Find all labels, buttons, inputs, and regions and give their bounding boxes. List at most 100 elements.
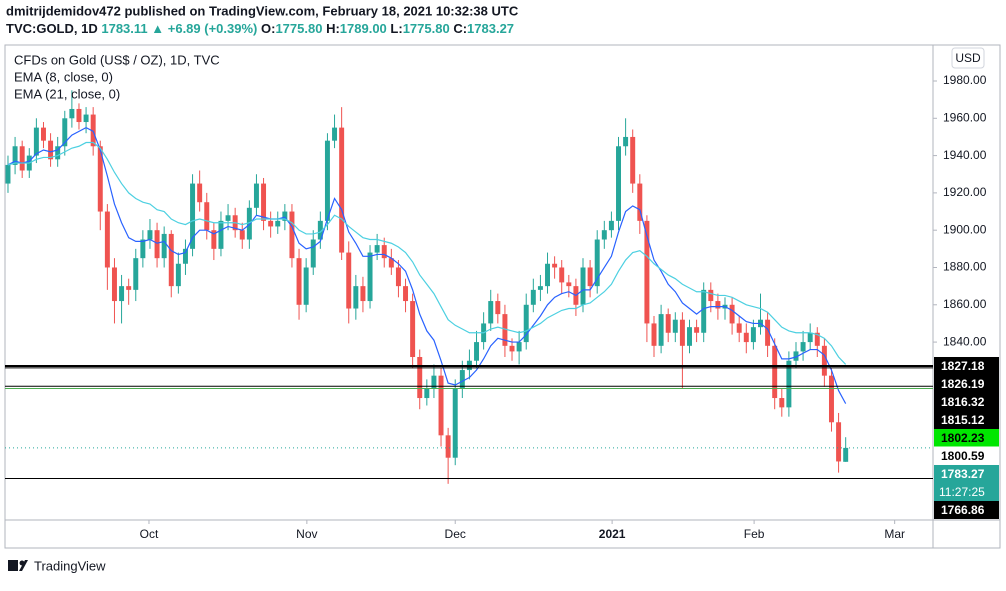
candle-body (33, 127, 39, 156)
candle-body (814, 332, 820, 346)
candle-body (651, 323, 657, 346)
candle-body (729, 304, 735, 324)
candle-body (253, 183, 259, 208)
candle-body (154, 230, 160, 259)
candle-body (445, 435, 451, 458)
candle-body (779, 398, 785, 408)
candle-body (431, 375, 437, 389)
candle-body (708, 289, 714, 302)
candle-body (410, 301, 416, 358)
brand: TradingView (34, 558, 106, 573)
candle-body (417, 357, 423, 399)
candle-body (275, 220, 281, 227)
price-label-bg (934, 374, 999, 393)
candle-body (765, 319, 771, 346)
x-tick-label: Oct (140, 527, 159, 541)
x-tick-label: Mar (884, 527, 905, 541)
price-label: 1827.18 (941, 359, 985, 373)
candle-body (133, 258, 139, 290)
candle-body (679, 319, 685, 346)
candle-body (488, 301, 494, 324)
candle-body (452, 388, 458, 458)
candle-body (69, 108, 75, 119)
plot (5, 90, 933, 484)
candle-body (715, 301, 721, 309)
currency-button[interactable] (951, 47, 985, 69)
price-label: 1802.23 (941, 431, 985, 445)
candle-body (12, 146, 18, 165)
candle-body (104, 211, 110, 268)
h-key: H: (326, 21, 340, 36)
candle-body (268, 220, 274, 227)
price-label-bg (934, 356, 999, 375)
candle-body (218, 220, 224, 249)
candle-body (530, 289, 536, 305)
y-tick-label: 1860.00 (943, 297, 987, 311)
candle-body (800, 342, 806, 352)
candle-body (694, 327, 700, 333)
candle-body (836, 422, 842, 462)
candle-body (495, 301, 501, 315)
candle-body (701, 289, 707, 333)
candle-body (353, 286, 359, 309)
candle-body (168, 233, 174, 287)
candle-body (736, 323, 742, 333)
candle-body (317, 220, 323, 240)
candle-body (5, 164, 11, 184)
publisher: dmitrijdemidov472 published on TradingVi… (6, 3, 519, 18)
candle-body (580, 267, 586, 305)
c-val: 1783.27 (467, 21, 514, 36)
countdown-bg (934, 482, 999, 501)
candle-body (594, 239, 600, 287)
candle-body (40, 127, 46, 141)
candle-body (403, 286, 409, 302)
ema-line (7, 141, 847, 365)
last: 1783.11 (101, 21, 147, 36)
candle-body (90, 114, 96, 147)
candle-body (197, 183, 203, 203)
candle-body (545, 263, 551, 287)
logo-mark (8, 560, 18, 571)
candle-body (786, 360, 792, 408)
candle-body (687, 327, 692, 346)
price-label: 1766.86 (941, 503, 985, 517)
candle-body (48, 140, 54, 160)
x-tick-label: 2021 (599, 527, 626, 541)
price-label: 1826.19 (941, 377, 985, 391)
price-label: 1783.27 (941, 467, 985, 481)
candle-body (750, 327, 756, 343)
price-label-bg (934, 392, 999, 411)
candle-body (239, 230, 245, 240)
y-tick-label: 1980.00 (943, 73, 987, 87)
logo (8, 560, 28, 571)
candle-body (161, 233, 167, 259)
currency[interactable]: USD (955, 51, 981, 65)
candle-body (828, 375, 834, 423)
candle-body (395, 267, 401, 287)
candle-body (182, 248, 188, 264)
candle-body (566, 282, 572, 287)
x-tick-label: Nov (296, 527, 317, 541)
countdown: 11:27:25 (939, 485, 985, 499)
candle-body (516, 342, 522, 352)
y-tick-label: 1940.00 (943, 148, 987, 162)
y-tick-label: 1920.00 (943, 185, 987, 199)
candle-body (537, 286, 543, 290)
candle-body (204, 202, 210, 231)
candle-body (388, 258, 394, 268)
price-label: 1815.12 (941, 413, 985, 427)
candle-body (502, 314, 508, 346)
candle-body (119, 286, 125, 302)
candle-body (324, 140, 330, 221)
o-val: 1775.80 (275, 21, 322, 36)
candle-body (843, 447, 849, 462)
logo-mark (19, 560, 28, 571)
candle-body (97, 146, 103, 212)
l-key: L: (390, 21, 402, 36)
pane-border (4, 44, 1001, 549)
candle-body (743, 332, 749, 343)
candle-body (424, 388, 430, 399)
ema-line (7, 126, 847, 404)
x-tick-label: Dec (445, 527, 466, 541)
candle-body (282, 211, 288, 221)
